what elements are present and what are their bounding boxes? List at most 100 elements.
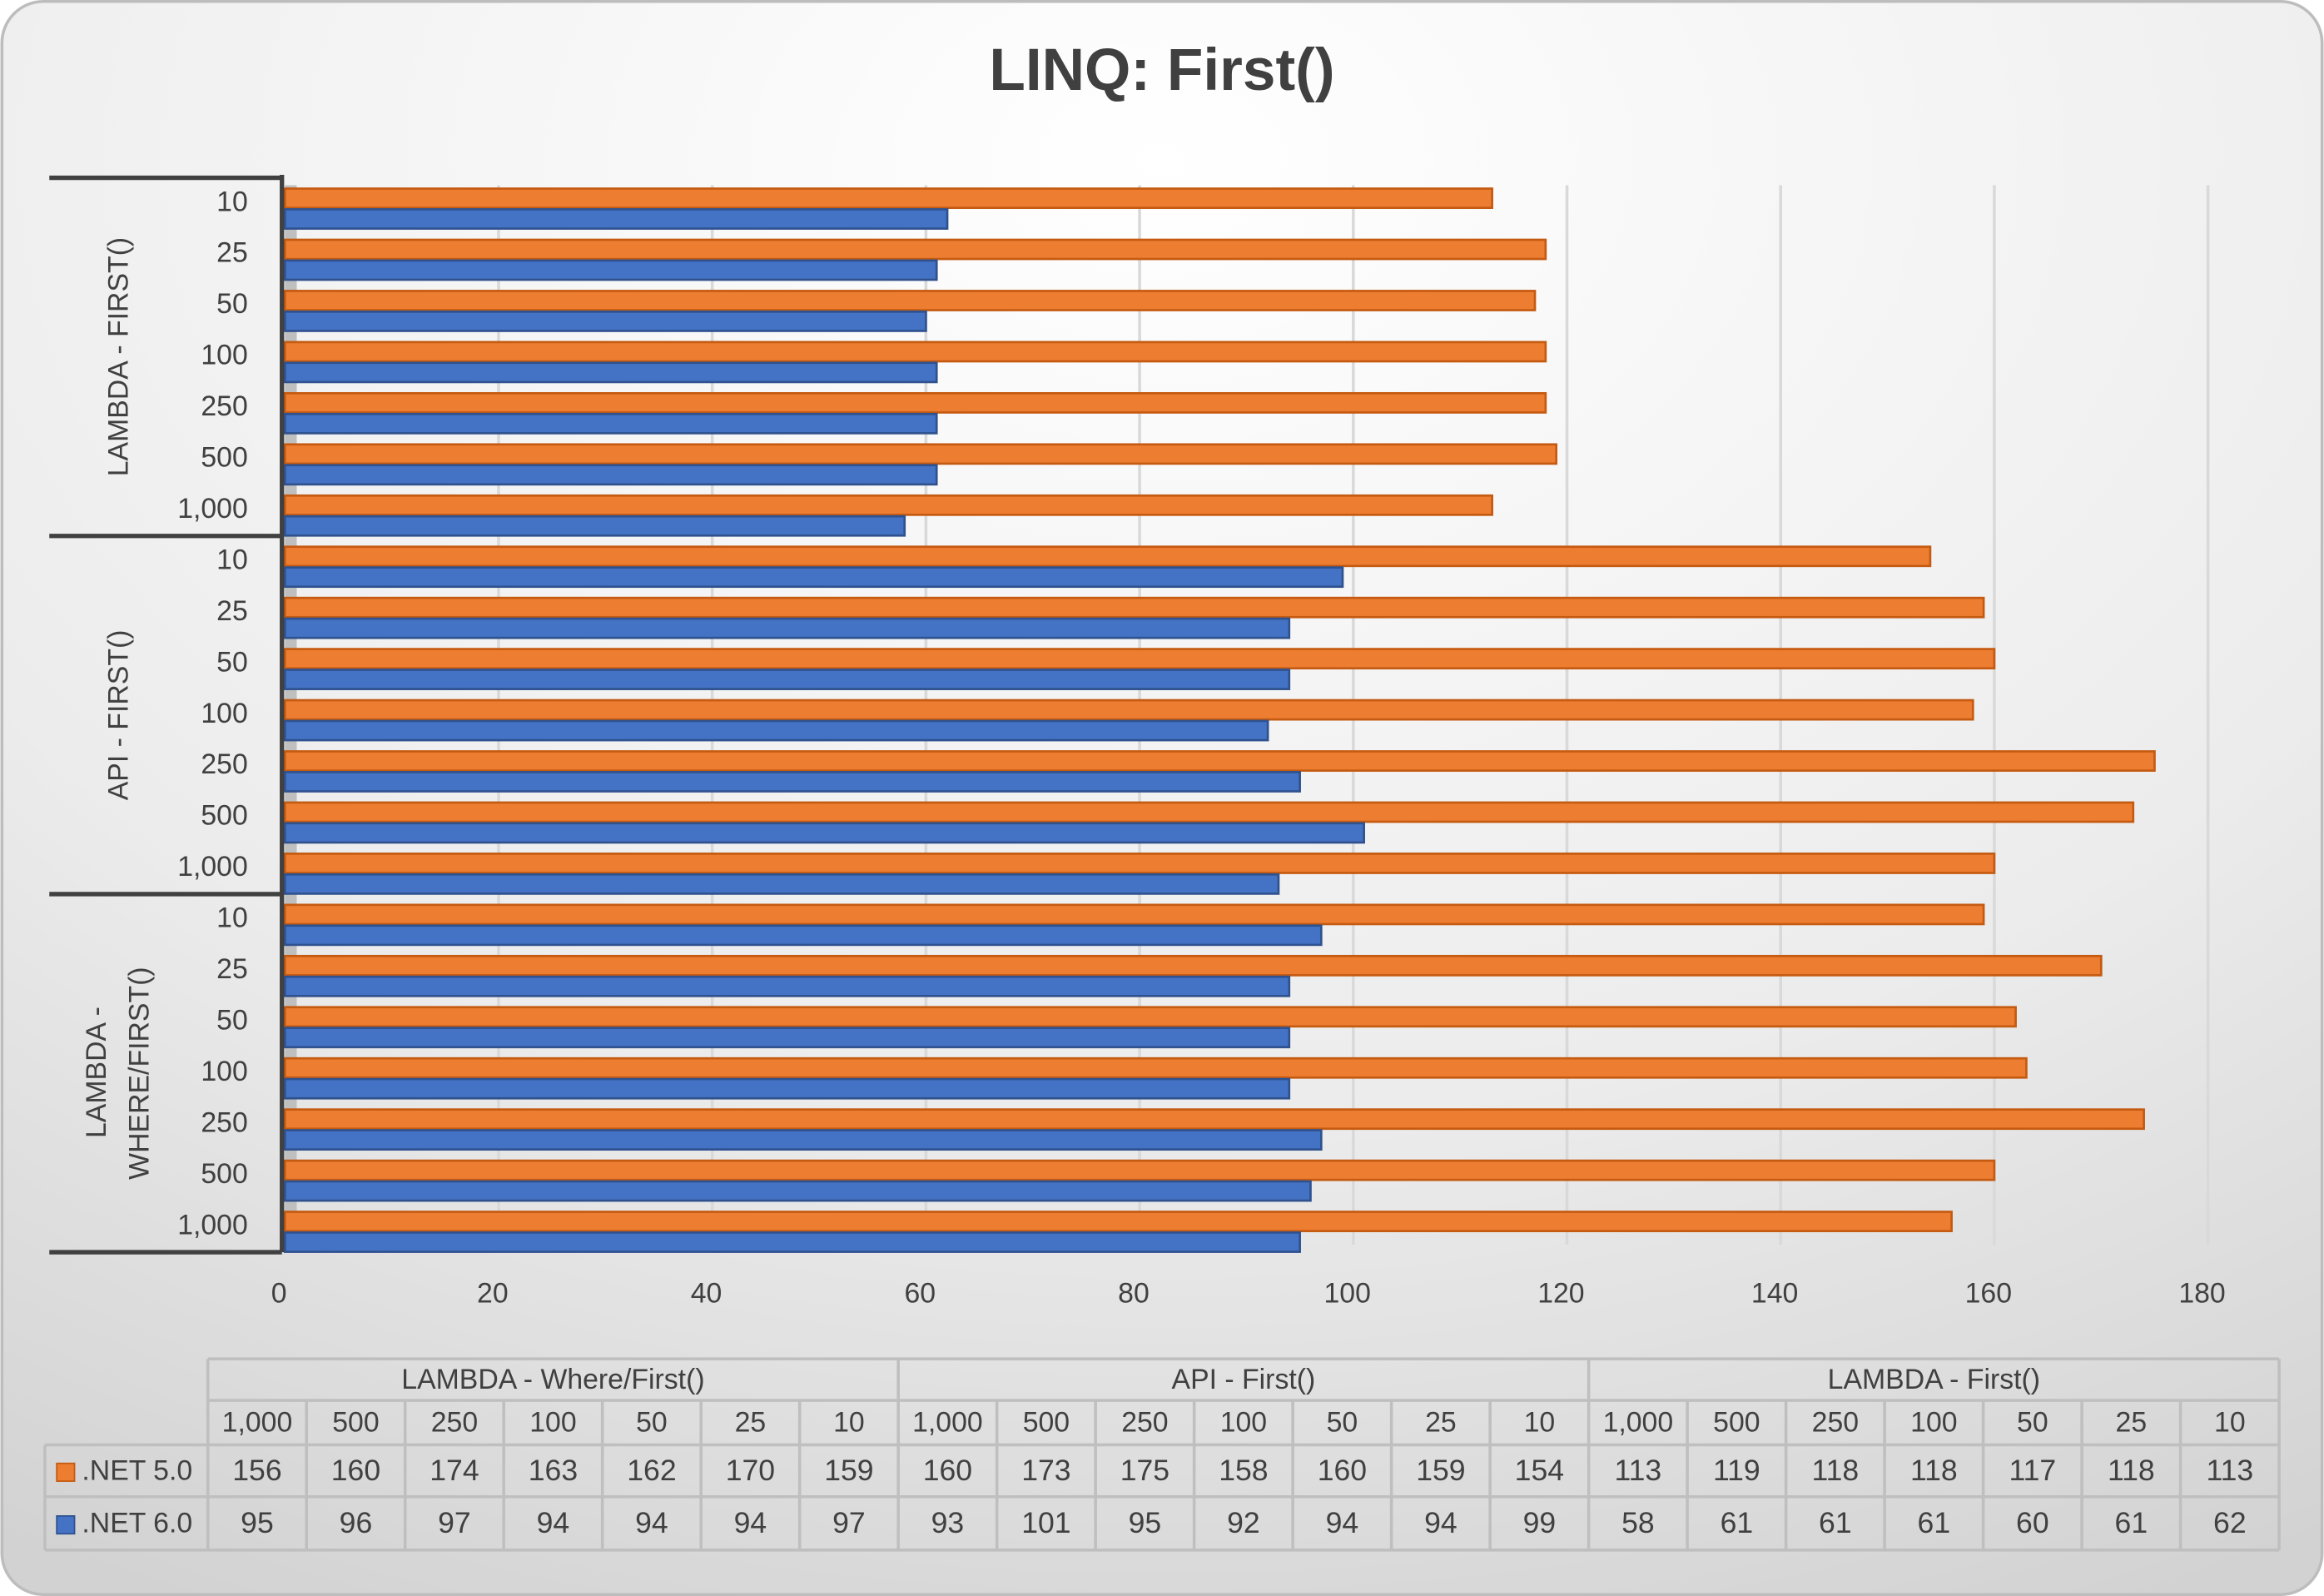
bar bbox=[283, 853, 1996, 874]
table-value: 58 bbox=[1621, 1506, 1655, 1539]
y-tick-label: 50 bbox=[216, 288, 248, 320]
table-value: 159 bbox=[824, 1454, 873, 1487]
y-tick-label: 250 bbox=[201, 748, 247, 780]
bar bbox=[283, 259, 938, 281]
table-category: 10 bbox=[1524, 1406, 1556, 1438]
bar bbox=[283, 924, 1323, 947]
x-tick-label: 40 bbox=[691, 1278, 723, 1310]
table-category: 25 bbox=[735, 1406, 767, 1438]
bar bbox=[283, 391, 1547, 414]
table-category: 50 bbox=[1327, 1406, 1358, 1438]
table-category: 250 bbox=[1121, 1406, 1168, 1438]
table-value: 158 bbox=[1219, 1454, 1268, 1487]
bar bbox=[283, 903, 1985, 926]
table-category: 100 bbox=[529, 1406, 576, 1438]
table-value: 154 bbox=[1515, 1454, 1564, 1487]
bar bbox=[283, 719, 1269, 742]
table-value: 113 bbox=[1615, 1454, 1662, 1487]
table-value: 118 bbox=[1811, 1454, 1859, 1487]
table-value: 99 bbox=[1523, 1506, 1557, 1539]
group-label-box: API - First() bbox=[103, 629, 134, 800]
table-value: 160 bbox=[1318, 1454, 1367, 1487]
table-value: 170 bbox=[726, 1454, 775, 1487]
y-tick-label: 10 bbox=[216, 544, 248, 575]
bar bbox=[283, 954, 2103, 977]
bar bbox=[283, 750, 2156, 772]
table-value: 173 bbox=[1021, 1454, 1070, 1487]
table-value: 97 bbox=[832, 1506, 866, 1539]
y-tick-label: 500 bbox=[201, 442, 247, 474]
y-tick-label: 100 bbox=[201, 698, 247, 729]
table-category: 25 bbox=[2116, 1406, 2148, 1438]
group-label-wrap: LAMBDA - Where/First() bbox=[52, 894, 186, 1252]
table-category: 50 bbox=[636, 1406, 668, 1438]
x-tick-label: 0 bbox=[271, 1278, 287, 1310]
bar bbox=[283, 545, 1932, 568]
legend-label: .NET 6.0 bbox=[82, 1508, 192, 1539]
group-label: LAMBDA - First() bbox=[103, 236, 135, 477]
table-category: 500 bbox=[1713, 1406, 1760, 1438]
bar bbox=[283, 801, 2135, 823]
table-value: 94 bbox=[1326, 1506, 1359, 1539]
table-value: 162 bbox=[627, 1454, 676, 1487]
x-tick-label: 120 bbox=[1537, 1278, 1584, 1310]
table-value: 160 bbox=[923, 1454, 972, 1487]
table-value: 160 bbox=[331, 1454, 380, 1487]
bar bbox=[283, 1006, 2017, 1028]
y-tick-label: 25 bbox=[216, 953, 248, 985]
y-tick-label: 100 bbox=[201, 1056, 247, 1087]
y-tick-label: 25 bbox=[216, 237, 248, 269]
table-value: 163 bbox=[529, 1454, 578, 1487]
table-category: 250 bbox=[1812, 1406, 1859, 1438]
y-tick-label: 25 bbox=[216, 595, 248, 627]
y-tick-label: 50 bbox=[216, 646, 248, 678]
bar bbox=[283, 1159, 1996, 1181]
y-tick-label: 1,000 bbox=[177, 493, 248, 525]
table-value: 94 bbox=[1424, 1506, 1457, 1539]
y-tick-label: 50 bbox=[216, 1004, 248, 1036]
y-tick-label: 250 bbox=[201, 1106, 247, 1138]
table-value: 94 bbox=[537, 1506, 570, 1539]
bar bbox=[283, 1211, 1953, 1233]
group-label-box: LAMBDA - First() bbox=[103, 236, 135, 477]
table-value: 156 bbox=[232, 1454, 281, 1487]
bar bbox=[283, 443, 1558, 465]
bar bbox=[283, 515, 906, 537]
table-group-header: LAMBDA - First() bbox=[1828, 1364, 2040, 1395]
table-value: 61 bbox=[2115, 1506, 2148, 1539]
bar bbox=[283, 1180, 1312, 1202]
bar bbox=[283, 1129, 1323, 1151]
table-value: 60 bbox=[2016, 1506, 2049, 1539]
bar bbox=[283, 975, 1291, 997]
x-tick-label: 140 bbox=[1751, 1278, 1798, 1310]
y-tick-label: 500 bbox=[201, 800, 247, 832]
table-value: 117 bbox=[2009, 1454, 2056, 1487]
chart-title: LINQ: First() bbox=[989, 37, 1334, 103]
legend-swatch bbox=[56, 1462, 76, 1482]
table-value: 94 bbox=[635, 1506, 668, 1539]
bar bbox=[283, 311, 927, 332]
y-tick-label: 250 bbox=[201, 390, 247, 422]
table-value: 97 bbox=[438, 1506, 471, 1539]
group-label: LAMBDA - Where/First() bbox=[82, 967, 156, 1180]
bar bbox=[283, 208, 949, 230]
bar bbox=[283, 1108, 2145, 1131]
bar bbox=[283, 238, 1547, 261]
table-category: 1,000 bbox=[1603, 1406, 1674, 1438]
table-category: 10 bbox=[833, 1406, 865, 1438]
table-value: 113 bbox=[2206, 1454, 2253, 1487]
table-category: 10 bbox=[2214, 1406, 2246, 1438]
bar bbox=[283, 1027, 1291, 1049]
bar bbox=[283, 187, 1494, 209]
table-value: 95 bbox=[1129, 1506, 1162, 1539]
x-tick-label: 80 bbox=[1118, 1278, 1150, 1310]
y-tick-label: 10 bbox=[216, 186, 248, 217]
bar bbox=[283, 361, 938, 384]
x-tick-label: 100 bbox=[1323, 1278, 1370, 1310]
bar bbox=[283, 464, 938, 486]
bar bbox=[283, 771, 1301, 793]
bar bbox=[283, 873, 1280, 895]
table-group-header: LAMBDA - Where/First() bbox=[401, 1364, 704, 1395]
x-tick-label: 180 bbox=[2178, 1278, 2225, 1310]
